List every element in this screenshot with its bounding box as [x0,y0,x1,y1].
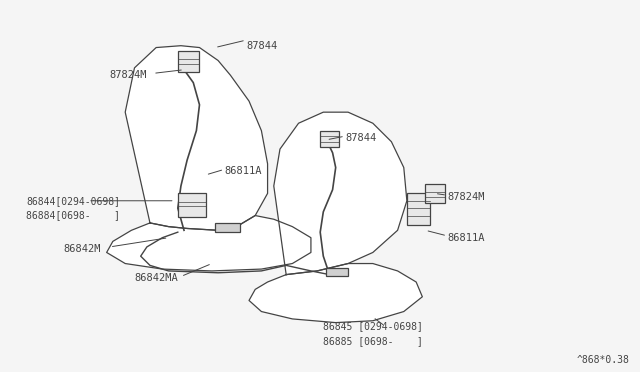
Text: 86844[0294-0698]: 86844[0294-0698] [26,196,120,206]
Text: 86885 [0698-    ]: 86885 [0698- ] [323,336,423,346]
Text: 87844: 87844 [345,133,376,143]
Bar [326,268,348,276]
Text: 87844: 87844 [246,41,277,51]
Text: 86842MA: 86842MA [134,273,178,283]
Text: ^868*0.38: ^868*0.38 [577,355,630,365]
Bar [426,184,445,203]
Polygon shape [125,46,268,230]
Bar [178,51,200,71]
Text: 87824M: 87824M [109,70,147,80]
Text: 86811A: 86811A [447,233,484,243]
Text: 86845 [0294-0698]: 86845 [0294-0698] [323,321,423,331]
Text: 86842M: 86842M [63,244,100,254]
Bar [215,223,240,232]
Text: 86811A: 86811A [224,166,262,176]
Text: 87824M: 87824M [447,192,484,202]
Text: 86884[0698-    ]: 86884[0698- ] [26,211,120,221]
Polygon shape [107,215,311,271]
Polygon shape [274,112,407,275]
Bar [320,131,339,147]
Bar [178,193,205,217]
Polygon shape [249,263,422,323]
Bar [407,193,431,225]
